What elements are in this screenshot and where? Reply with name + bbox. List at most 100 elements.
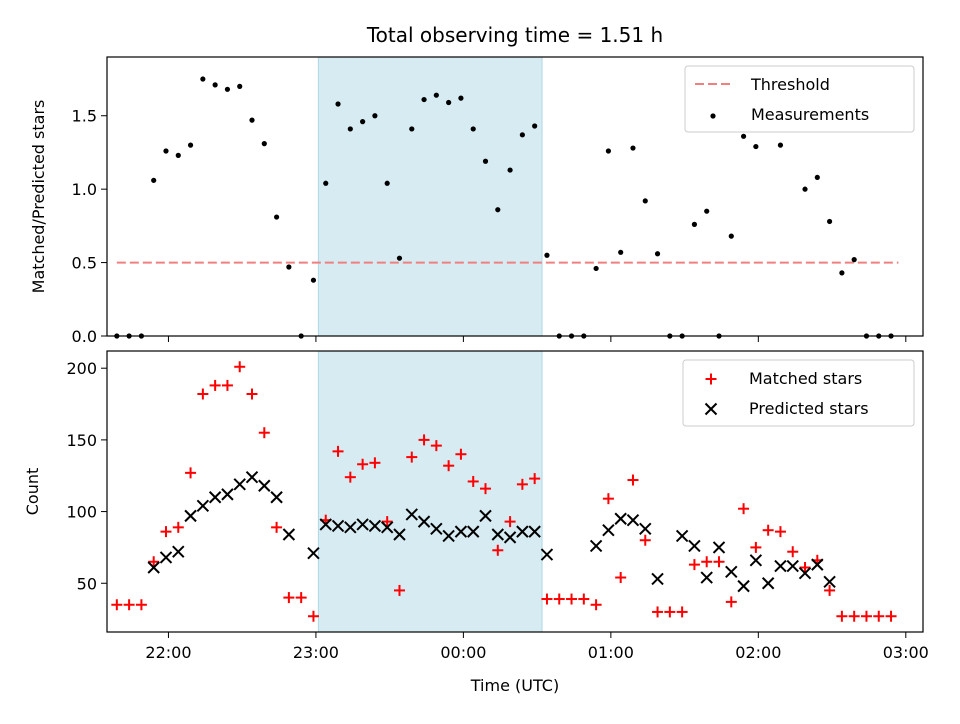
top-x-ticks bbox=[167, 336, 907, 342]
predicted-star-point bbox=[823, 575, 836, 589]
matched-star-point bbox=[848, 610, 860, 622]
legend-label: Predicted stars bbox=[749, 399, 869, 418]
measurement-point bbox=[360, 119, 366, 125]
bottom-panel: 50 100 150 200 22:00 23:00 00:00 01:00 02:00 03:… bbox=[23, 350, 929, 695]
matched-star-point bbox=[664, 606, 676, 618]
legend-label: Matched stars bbox=[749, 369, 862, 388]
predicted-star-point bbox=[196, 499, 210, 513]
measurement-point bbox=[519, 132, 525, 138]
predicted-star-point bbox=[442, 529, 455, 543]
predicted-star-point bbox=[380, 521, 394, 534]
predicted-star-point bbox=[258, 479, 271, 492]
legend-dot-swatch bbox=[710, 113, 716, 119]
chart-title: Total observing time = 1.51 h bbox=[366, 23, 663, 47]
matched-star-point bbox=[885, 610, 897, 622]
predicted-star-point bbox=[786, 559, 799, 573]
matched-star-point bbox=[332, 445, 344, 457]
predicted-star-point bbox=[516, 525, 529, 538]
x-tick-label: 02:00 bbox=[735, 643, 781, 662]
legend-entry: Predicted stars bbox=[704, 399, 869, 418]
measurement-point bbox=[347, 126, 353, 132]
measurement-point bbox=[151, 177, 157, 183]
matched-star-point bbox=[258, 427, 270, 439]
top-legend: Threshold Measurements bbox=[684, 65, 915, 133]
matched-star-point bbox=[209, 379, 221, 391]
matched-star-point bbox=[283, 592, 295, 604]
predicted-star-point bbox=[417, 515, 431, 528]
legend-box bbox=[684, 65, 915, 133]
measurement-point bbox=[335, 101, 341, 107]
predicted-star-point bbox=[725, 565, 738, 578]
matched-star-point bbox=[541, 593, 553, 605]
y-tick-label: 0.0 bbox=[72, 327, 97, 346]
y-tick-label: 150 bbox=[66, 431, 97, 450]
measurement-point bbox=[286, 264, 292, 270]
measurement-point bbox=[200, 76, 206, 82]
predicted-star-point bbox=[184, 509, 197, 523]
measurement-point bbox=[261, 141, 267, 147]
x-tick-label: 23:00 bbox=[293, 643, 339, 662]
predicted-star-point bbox=[614, 512, 627, 525]
x-axis-label: Time (UTC) bbox=[470, 676, 559, 695]
measurement-point bbox=[691, 221, 698, 227]
measurement-point bbox=[273, 214, 280, 220]
matched-star-point bbox=[430, 440, 442, 452]
matched-star-point bbox=[615, 572, 627, 584]
predicted-star-point bbox=[356, 518, 369, 531]
legend-label: Threshold bbox=[750, 75, 830, 94]
matched-star-point bbox=[160, 526, 172, 538]
predicted-star-point bbox=[208, 491, 222, 504]
bottom-y-axis-label: Count bbox=[23, 468, 42, 516]
predicted-star-point bbox=[282, 528, 296, 541]
matched-star-point bbox=[713, 556, 725, 568]
measurement-point bbox=[827, 218, 833, 225]
matched-star-point bbox=[787, 546, 799, 558]
matched-star-point bbox=[455, 448, 467, 460]
measurement-point bbox=[704, 208, 710, 214]
matched-star-point bbox=[738, 503, 750, 515]
matched-star-point bbox=[701, 556, 713, 568]
matched-star-point bbox=[467, 475, 479, 487]
predicted-star-point bbox=[811, 558, 824, 571]
y-tick-label: 100 bbox=[66, 503, 97, 522]
matched-star-point bbox=[688, 559, 700, 571]
matched-star-point bbox=[836, 610, 848, 622]
matched-star-point bbox=[271, 521, 283, 533]
measurement-point bbox=[433, 92, 439, 98]
matched-star-point bbox=[234, 361, 246, 373]
predicted-star-point bbox=[270, 491, 283, 504]
measurement-point bbox=[323, 180, 329, 186]
matched-star-point bbox=[676, 606, 688, 618]
bottom-legend: Matched stars Predicted stars bbox=[682, 359, 915, 427]
matched-star-point bbox=[652, 606, 664, 618]
measurement-point bbox=[593, 265, 599, 272]
x-tick-label: 22:00 bbox=[145, 643, 191, 662]
matched-star-point bbox=[123, 599, 135, 611]
matched-star-point bbox=[418, 434, 430, 446]
predicted-star-point bbox=[774, 559, 787, 573]
predicted-star-point bbox=[159, 551, 173, 564]
matched-star-point bbox=[135, 599, 147, 611]
measurement-point bbox=[224, 86, 231, 92]
predicted-star-point bbox=[331, 519, 345, 533]
x-tick-label: 03:00 bbox=[883, 643, 929, 662]
measurement-point bbox=[187, 142, 194, 148]
matched-star-point bbox=[357, 458, 369, 470]
x-tick-label: 00:00 bbox=[440, 643, 486, 662]
measurement-point bbox=[544, 252, 550, 258]
matched-star-point bbox=[516, 478, 528, 490]
matched-star-point bbox=[725, 596, 737, 608]
bottom-y-ticks: 50 100 150 200 bbox=[66, 359, 107, 593]
matched-star-point bbox=[578, 593, 590, 605]
predicted-star-point bbox=[479, 509, 492, 523]
predicted-star-point bbox=[675, 529, 689, 543]
measurement-point bbox=[851, 257, 857, 263]
predicted-star-point bbox=[589, 539, 603, 553]
matched-star-point bbox=[504, 516, 516, 528]
predicted-star-point bbox=[467, 525, 480, 538]
predicted-star-point bbox=[233, 478, 246, 491]
matched-star-point bbox=[185, 467, 197, 479]
measurement-point bbox=[212, 82, 218, 88]
matched-star-point bbox=[480, 483, 492, 495]
matched-star-point bbox=[762, 524, 774, 536]
